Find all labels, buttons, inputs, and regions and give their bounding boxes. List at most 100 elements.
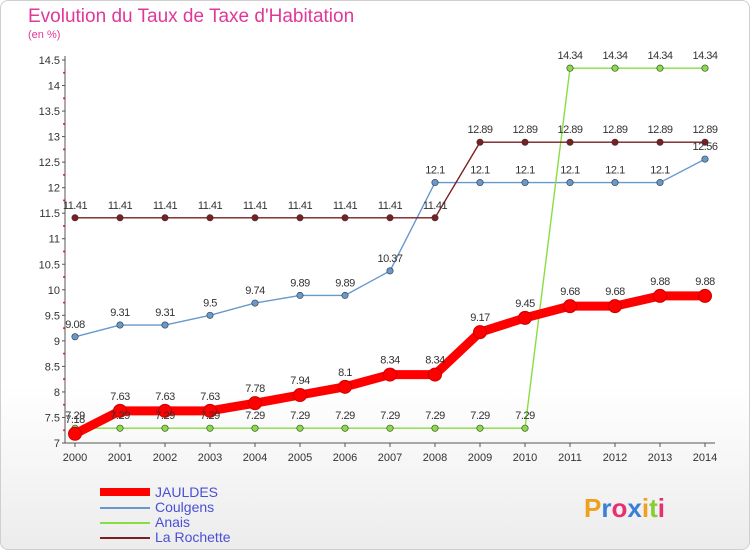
- x-tick-label: 2013: [648, 452, 672, 464]
- data-point-la-rochette: [161, 214, 169, 222]
- data-label-la-rochette: 12.89: [602, 124, 627, 136]
- x-tick-label: 2001: [108, 452, 132, 464]
- data-point-la-rochette: [521, 138, 529, 146]
- data-point-jauldes: [158, 403, 172, 418]
- data-point-la-rochette: [611, 138, 619, 146]
- data-label-jauldes: 8.1: [338, 367, 352, 379]
- legend-swatch-la-rochette: [100, 537, 150, 539]
- data-label-la-rochette: 12.89: [647, 124, 672, 136]
- data-point-coulgens: [701, 155, 709, 163]
- data-point-anais: [206, 424, 214, 432]
- data-point-anais: [476, 424, 484, 432]
- data-point-jauldes: [113, 403, 127, 418]
- x-tick-label: 2008: [423, 452, 447, 464]
- data-point-anais: [251, 424, 259, 432]
- data-label-la-rochette: 12.89: [692, 124, 717, 136]
- data-label-coulgens: 12.1: [515, 165, 535, 177]
- data-label-coulgens: 9.74: [245, 285, 265, 297]
- data-label-anais: 14.34: [602, 50, 627, 62]
- data-label-anais: 7.29: [515, 410, 535, 422]
- data-label-jauldes: 9.88: [650, 276, 670, 288]
- data-point-coulgens: [296, 291, 304, 299]
- data-point-anais: [116, 424, 124, 432]
- data-label-anais: 7.29: [155, 410, 175, 422]
- y-tick-label: 10: [48, 285, 60, 297]
- axes: 7 7.5 8 8.5 9 9.5 10 10.5 11 11.5 12 12.5 13 13.5 14 14…: [39, 55, 718, 464]
- data-point-jauldes: [338, 379, 352, 394]
- x-tick-label: 2004: [243, 452, 267, 464]
- y-tick-label: 13.5: [39, 106, 60, 118]
- data-point-anais: [431, 424, 439, 432]
- data-point-coulgens: [71, 333, 79, 341]
- data-label-anais: 7.29: [65, 410, 85, 422]
- data-label-coulgens: 9.08: [65, 319, 85, 331]
- y-minor-tick: [63, 378, 65, 381]
- data-point-la-rochette: [431, 214, 439, 222]
- data-label-coulgens: 12.56: [692, 141, 717, 153]
- y-minor-tick: [63, 301, 65, 304]
- x-tick-label: 2000: [63, 452, 87, 464]
- series-layer: [68, 64, 712, 441]
- x-tick-label: 2012: [603, 452, 627, 464]
- data-label-la-rochette: 11.41: [63, 200, 88, 212]
- legend-label-anais: Anais: [155, 514, 191, 530]
- data-labels: 9.08 9.31 9.31 9.5 9.74 9.89 9.89 10.37 12.1 12.1…: [63, 50, 719, 426]
- y-tick-label: 8.5: [45, 361, 60, 373]
- y-tick-label: 9: [54, 336, 60, 348]
- data-point-coulgens: [206, 311, 214, 319]
- x-tick-label: 2011: [558, 452, 582, 464]
- data-point-jauldes: [68, 426, 82, 441]
- data-label-jauldes: 9.88: [695, 276, 715, 288]
- data-label-la-rochette: 11.41: [153, 200, 178, 212]
- data-label-la-rochette: 11.41: [423, 200, 448, 212]
- data-point-jauldes: [248, 396, 262, 411]
- y-tick-label: 7.5: [45, 412, 60, 424]
- data-label-jauldes: 9.45: [515, 298, 535, 310]
- data-point-jauldes: [293, 387, 307, 402]
- logo-text: Proxiti: [584, 493, 665, 523]
- chart-unit-label: (en %): [28, 29, 61, 41]
- data-label-coulgens: 12.1: [470, 165, 490, 177]
- x-tick-label: 2002: [153, 452, 177, 464]
- data-label-jauldes: 7.78: [245, 383, 265, 395]
- data-point-coulgens: [521, 179, 529, 187]
- legend-label-coulgens: Coulgens: [155, 499, 215, 515]
- data-label-coulgens: 9.31: [110, 307, 130, 319]
- data-point-jauldes: [698, 288, 712, 303]
- y-tick-label: 10.5: [39, 259, 60, 271]
- data-label-anais: 7.29: [110, 410, 130, 422]
- y-minor-tick: [63, 71, 65, 74]
- x-tick-label: 2007: [378, 452, 402, 464]
- data-point-coulgens: [431, 179, 439, 187]
- y-minor-tick: [63, 173, 65, 176]
- y-tick-label: 7: [54, 438, 60, 450]
- data-label-la-rochette: 12.89: [512, 124, 537, 136]
- y-tick-label: 9.5: [45, 310, 60, 322]
- data-point-la-rochette: [296, 214, 304, 222]
- x-tick-label: 2010: [513, 452, 537, 464]
- legend-swatch-jauldes: [100, 488, 150, 496]
- data-point-la-rochette: [701, 138, 709, 146]
- data-point-anais: [566, 64, 574, 72]
- data-label-anais: 7.29: [470, 410, 490, 422]
- data-label-anais: 7.29: [425, 410, 445, 422]
- data-point-anais: [386, 424, 394, 432]
- x-tick-label: 2014: [693, 452, 717, 464]
- y-minor-tick: [63, 97, 65, 100]
- data-label-anais: 14.34: [557, 50, 582, 62]
- x-tick-label: 2005: [288, 452, 312, 464]
- chart-title: Evolution du Taux de Taxe d'Habitation: [28, 6, 355, 27]
- y-tick-label: 11.5: [39, 208, 60, 220]
- y-minor-tick: [63, 429, 65, 432]
- data-point-jauldes: [203, 403, 217, 418]
- data-point-anais: [521, 424, 529, 432]
- data-label-anais: 14.34: [692, 50, 717, 62]
- y-minor-tick: [63, 199, 65, 202]
- x-tick-label: 2006: [333, 452, 357, 464]
- y-tick-label: 12.5: [39, 157, 60, 169]
- legend-swatch-coulgens: [100, 507, 150, 509]
- y-minor-tick: [63, 250, 65, 253]
- data-label-la-rochette: 11.41: [198, 200, 223, 212]
- data-label-anais: 7.29: [290, 410, 310, 422]
- data-point-jauldes: [653, 288, 667, 303]
